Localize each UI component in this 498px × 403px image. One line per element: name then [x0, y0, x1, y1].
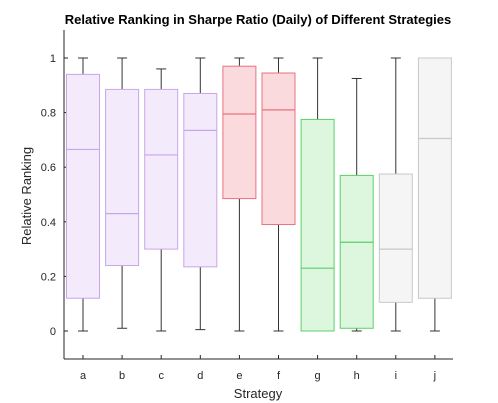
- x-tick-label: e: [236, 370, 242, 382]
- box-body: [261, 72, 296, 226]
- box-body: [105, 88, 140, 266]
- box-c: [144, 68, 179, 332]
- x-axis-label: Strategy: [234, 386, 283, 401]
- box-body: [222, 65, 257, 200]
- y-tick-label: 0.6: [41, 162, 56, 174]
- x-tick-label: b: [119, 370, 125, 382]
- y-tick-label: 1: [50, 53, 56, 65]
- box-i: [378, 57, 413, 332]
- box-body: [378, 173, 413, 303]
- y-tick-label: 0: [50, 326, 56, 338]
- x-tick-label: c: [158, 370, 164, 382]
- chart-title: Relative Ranking in Sharpe Ratio (Daily)…: [65, 12, 451, 27]
- x-tick-label: f: [277, 370, 281, 382]
- x-tick-label: i: [395, 370, 397, 382]
- box-a: [66, 57, 100, 332]
- box-body: [144, 88, 179, 250]
- box-g: [300, 57, 335, 332]
- box-j: [417, 57, 452, 332]
- x-tick-label: d: [197, 370, 203, 382]
- x-ticks: a b c d e f g h i j: [80, 355, 436, 382]
- x-tick-label: h: [354, 370, 360, 382]
- box-f: [261, 57, 296, 332]
- box-body: [66, 73, 100, 299]
- y-tick-label: 0.8: [41, 108, 56, 120]
- y-tick-label: 0.2: [41, 271, 56, 283]
- box-body: [300, 118, 335, 332]
- plot-area: 0 0.2 0.4 0.6 0.8 1 a b c d e f g h i j: [41, 30, 453, 382]
- box-h: [339, 77, 374, 332]
- boxes: [66, 57, 452, 332]
- box-body: [339, 174, 374, 329]
- box-d: [183, 57, 218, 331]
- x-tick-label: g: [315, 370, 321, 382]
- box-body: [417, 57, 452, 299]
- box-body: [183, 92, 218, 268]
- y-ticks: 0 0.2 0.4 0.6 0.8 1: [41, 53, 68, 338]
- y-axis-label: Relative Ranking: [19, 147, 34, 245]
- box-b: [105, 57, 140, 329]
- box-e: [222, 57, 257, 332]
- y-tick-label: 0.4: [41, 217, 56, 229]
- x-tick-label: a: [80, 370, 87, 382]
- x-tick-label: j: [433, 370, 436, 382]
